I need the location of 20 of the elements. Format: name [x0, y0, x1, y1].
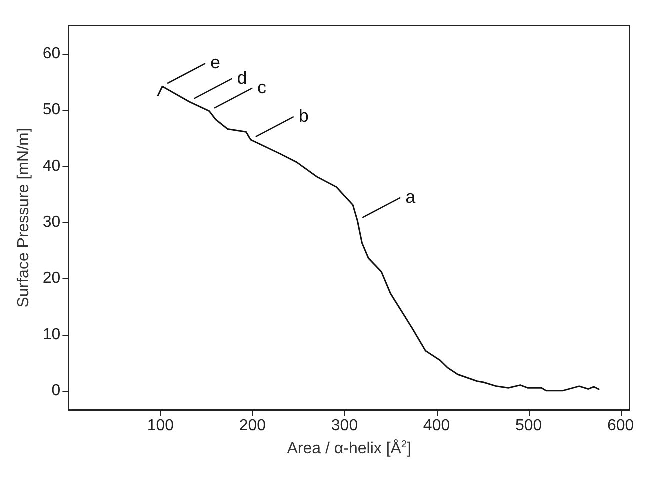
annotation: e: [210, 52, 221, 73]
annotation: b: [298, 106, 309, 126]
y-tick-label: 60: [42, 46, 61, 63]
line-series: [157, 86, 600, 392]
annotation: c: [257, 77, 266, 98]
y-tick-label: 40: [42, 158, 61, 175]
annotation: d: [237, 68, 248, 88]
y-axis-title: Surface Pressure [mN/m]: [16, 128, 32, 308]
y-tick-label: 30: [42, 214, 61, 231]
x-tick-label: 100: [147, 418, 174, 434]
annotation: a: [406, 186, 417, 207]
y-tick-label: 0: [52, 382, 61, 400]
x-tick-label: 400: [423, 418, 450, 434]
x-tick-label: 600: [607, 418, 634, 434]
x-tick-label: 300: [331, 418, 358, 434]
y-tick-label: 50: [42, 102, 61, 119]
y-tick-label: 20: [42, 270, 61, 288]
x-tick-label: 200: [239, 418, 266, 434]
y-tick-label: 10: [42, 326, 61, 344]
x-tick-label: 500: [515, 418, 542, 434]
